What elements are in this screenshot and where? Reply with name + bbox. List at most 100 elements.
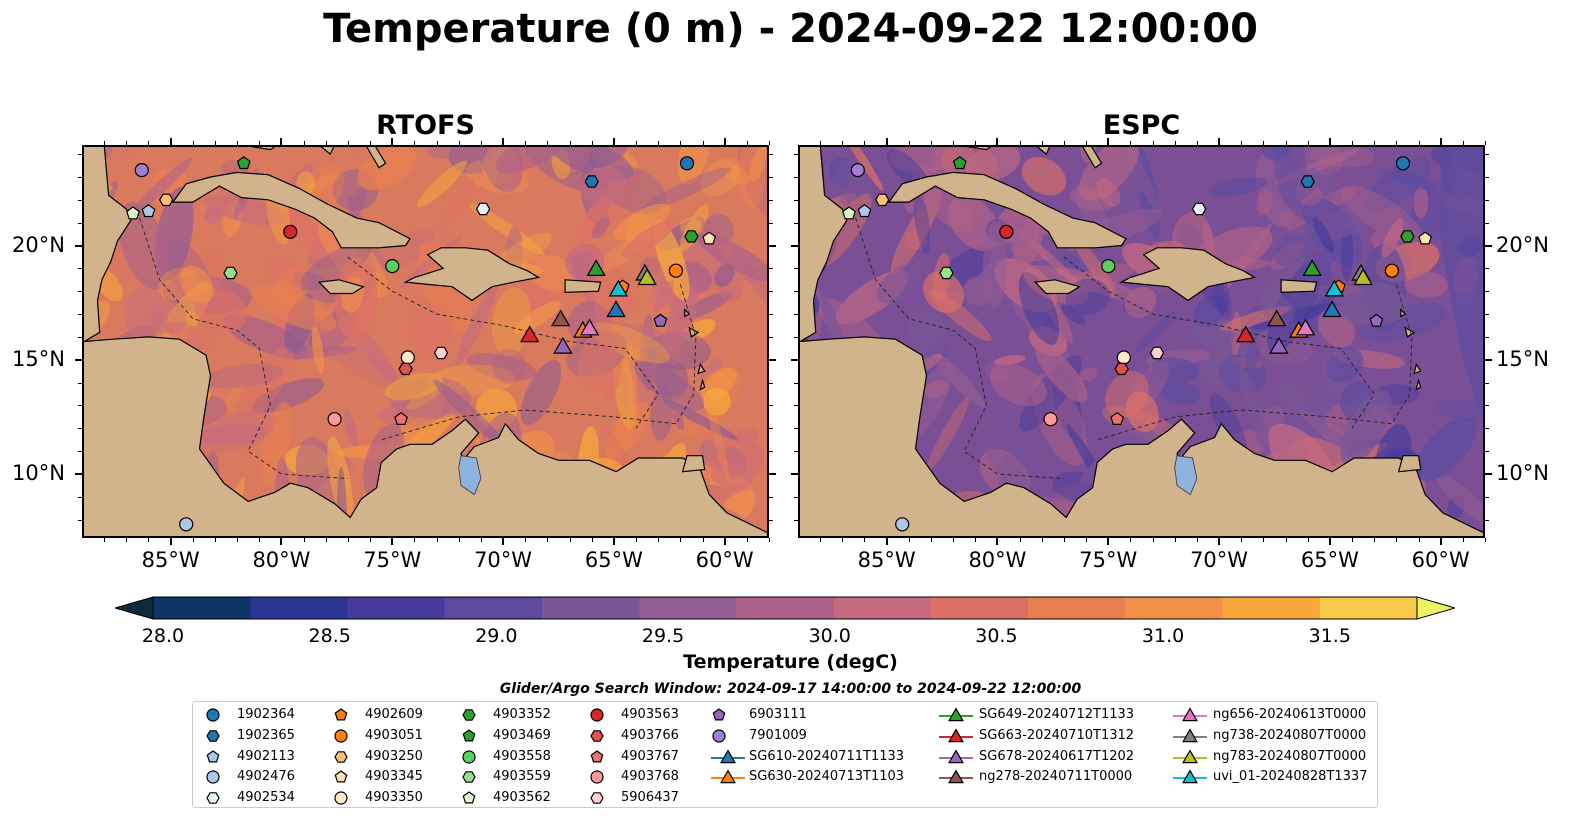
x-minor-tick	[547, 538, 549, 542]
x-minor-tick	[569, 141, 571, 145]
legend-marker	[334, 729, 348, 743]
legend-entry: SG649-20240712T1133	[937, 705, 1177, 725]
colorbar-tick-label: 30.0	[808, 625, 851, 647]
x-tick-mark	[502, 138, 505, 145]
legend-symbol	[334, 770, 348, 783]
land-polygon	[82, 145, 769, 538]
temperature-patch	[1258, 292, 1295, 326]
legend-marker	[206, 770, 220, 784]
x-minor-tick	[1174, 141, 1176, 145]
marker-4902534	[1191, 202, 1207, 216]
y-minor-tick	[1485, 222, 1489, 224]
legend-label: 4903352	[493, 707, 551, 722]
colorbar-tick-label: 28.5	[308, 625, 351, 647]
x-minor-tick	[702, 141, 704, 145]
legend-label: SG678-20240617T1202	[979, 748, 1135, 764]
y-minor-tick	[1485, 496, 1489, 498]
x-minor-tick	[1241, 538, 1243, 542]
x-minor-tick	[370, 141, 372, 145]
y-minor-tick	[769, 268, 773, 270]
espc-map-plot	[798, 145, 1485, 538]
y-minor-tick	[78, 428, 82, 430]
temperature-patch	[455, 281, 499, 367]
temperature-patch	[1340, 185, 1424, 245]
temperature-patch	[1413, 186, 1429, 219]
legend-marker	[712, 708, 726, 721]
legend-entry: 4902476	[203, 767, 443, 787]
y-minor-tick	[1485, 176, 1489, 178]
land-polygon	[1415, 378, 1422, 391]
y-minor-tick	[78, 496, 82, 498]
temperature-patch	[591, 217, 610, 239]
legend-entry: SG663-20240710T1312	[937, 726, 1177, 746]
temperature-patch	[1160, 380, 1201, 405]
y-tick-mark	[769, 244, 776, 247]
x-minor-tick	[1130, 538, 1132, 542]
legend-marker	[462, 709, 476, 721]
legend-label: 4903766	[621, 727, 679, 743]
y-tick-mark	[75, 244, 82, 247]
legend-symbol	[206, 729, 220, 742]
x-minor-tick	[1285, 141, 1287, 145]
legend-label: SG663-20240710T1312	[979, 727, 1135, 743]
marker-4903559	[223, 266, 238, 280]
legend-symbol	[206, 708, 220, 722]
temperature-patch	[348, 145, 371, 154]
x-minor-tick	[104, 141, 106, 145]
x-minor-tick	[820, 538, 822, 542]
temperature-patch	[343, 410, 358, 447]
isobath-contour	[347, 256, 659, 429]
y-minor-tick	[794, 199, 798, 201]
y-minor-tick	[1485, 519, 1489, 521]
temperature-patch	[1096, 178, 1121, 207]
temperature-patch	[679, 217, 702, 235]
atlantic-cool-band	[1440, 145, 1485, 429]
y-minor-tick	[769, 428, 773, 430]
marker-SG649-20240712T1133	[586, 259, 606, 276]
legend-entry: ng738-20240807T0000	[1171, 726, 1411, 746]
legend-label: 4902609	[365, 707, 423, 722]
x-minor-tick	[148, 538, 150, 542]
isobath-contour	[852, 211, 1064, 480]
y-minor-tick	[769, 336, 773, 338]
temperature-patch	[513, 301, 561, 334]
x-tick-label: 85°W	[141, 548, 200, 572]
y-minor-tick	[78, 451, 82, 453]
x-minor-tick	[1352, 141, 1354, 145]
x-tick-label: 85°W	[857, 548, 916, 572]
colorbar-segment	[153, 597, 251, 619]
temperature-patch	[1035, 344, 1088, 403]
legend-entry: 4903562	[459, 788, 699, 808]
y-minor-tick	[769, 291, 773, 293]
x-minor-tick	[1152, 538, 1154, 542]
marker-4903345	[1418, 231, 1433, 245]
temperature-patch	[433, 178, 474, 240]
isobath-contour	[381, 284, 697, 441]
temperature-patch	[641, 167, 732, 211]
legend-entry: ng278-20240711T0000	[937, 767, 1177, 787]
x-minor-tick	[591, 141, 593, 145]
x-minor-tick	[259, 538, 261, 542]
platform-legend: 1902364 1902365 4902113 4902476 4902534 49026…	[192, 701, 1378, 808]
land-polygon	[699, 378, 706, 391]
land-polygon	[1119, 247, 1257, 302]
x-minor-tick	[436, 141, 438, 145]
temperature-patch	[926, 396, 970, 471]
x-minor-tick	[569, 538, 571, 542]
temperature-patch	[650, 384, 674, 441]
y-tick-label-left: 15°N	[12, 346, 65, 371]
colorbar-segment	[1125, 597, 1224, 619]
x-minor-tick	[591, 538, 593, 542]
x-minor-tick	[1086, 538, 1088, 542]
x-tick-mark	[1107, 538, 1110, 545]
marker-7901009	[850, 163, 865, 178]
temperature-patch	[633, 360, 704, 412]
lake-maracaibo	[458, 455, 482, 496]
y-minor-tick	[769, 382, 773, 384]
temperature-patch	[701, 221, 734, 259]
x-minor-tick	[1152, 141, 1154, 145]
x-tick-mark	[502, 538, 505, 545]
y-minor-tick	[769, 154, 773, 156]
temperature-patch	[1437, 475, 1485, 524]
temperature-patch	[384, 373, 444, 401]
